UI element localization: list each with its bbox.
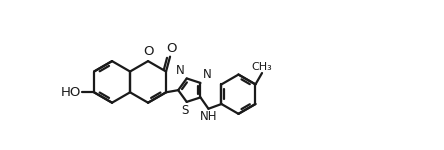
- Text: HO: HO: [60, 86, 81, 99]
- Text: O: O: [166, 42, 177, 55]
- Text: O: O: [143, 45, 153, 58]
- Text: S: S: [182, 104, 189, 117]
- Text: N: N: [203, 68, 211, 81]
- Text: CH₃: CH₃: [252, 62, 272, 72]
- Text: NH: NH: [200, 110, 217, 123]
- Text: N: N: [176, 63, 184, 76]
